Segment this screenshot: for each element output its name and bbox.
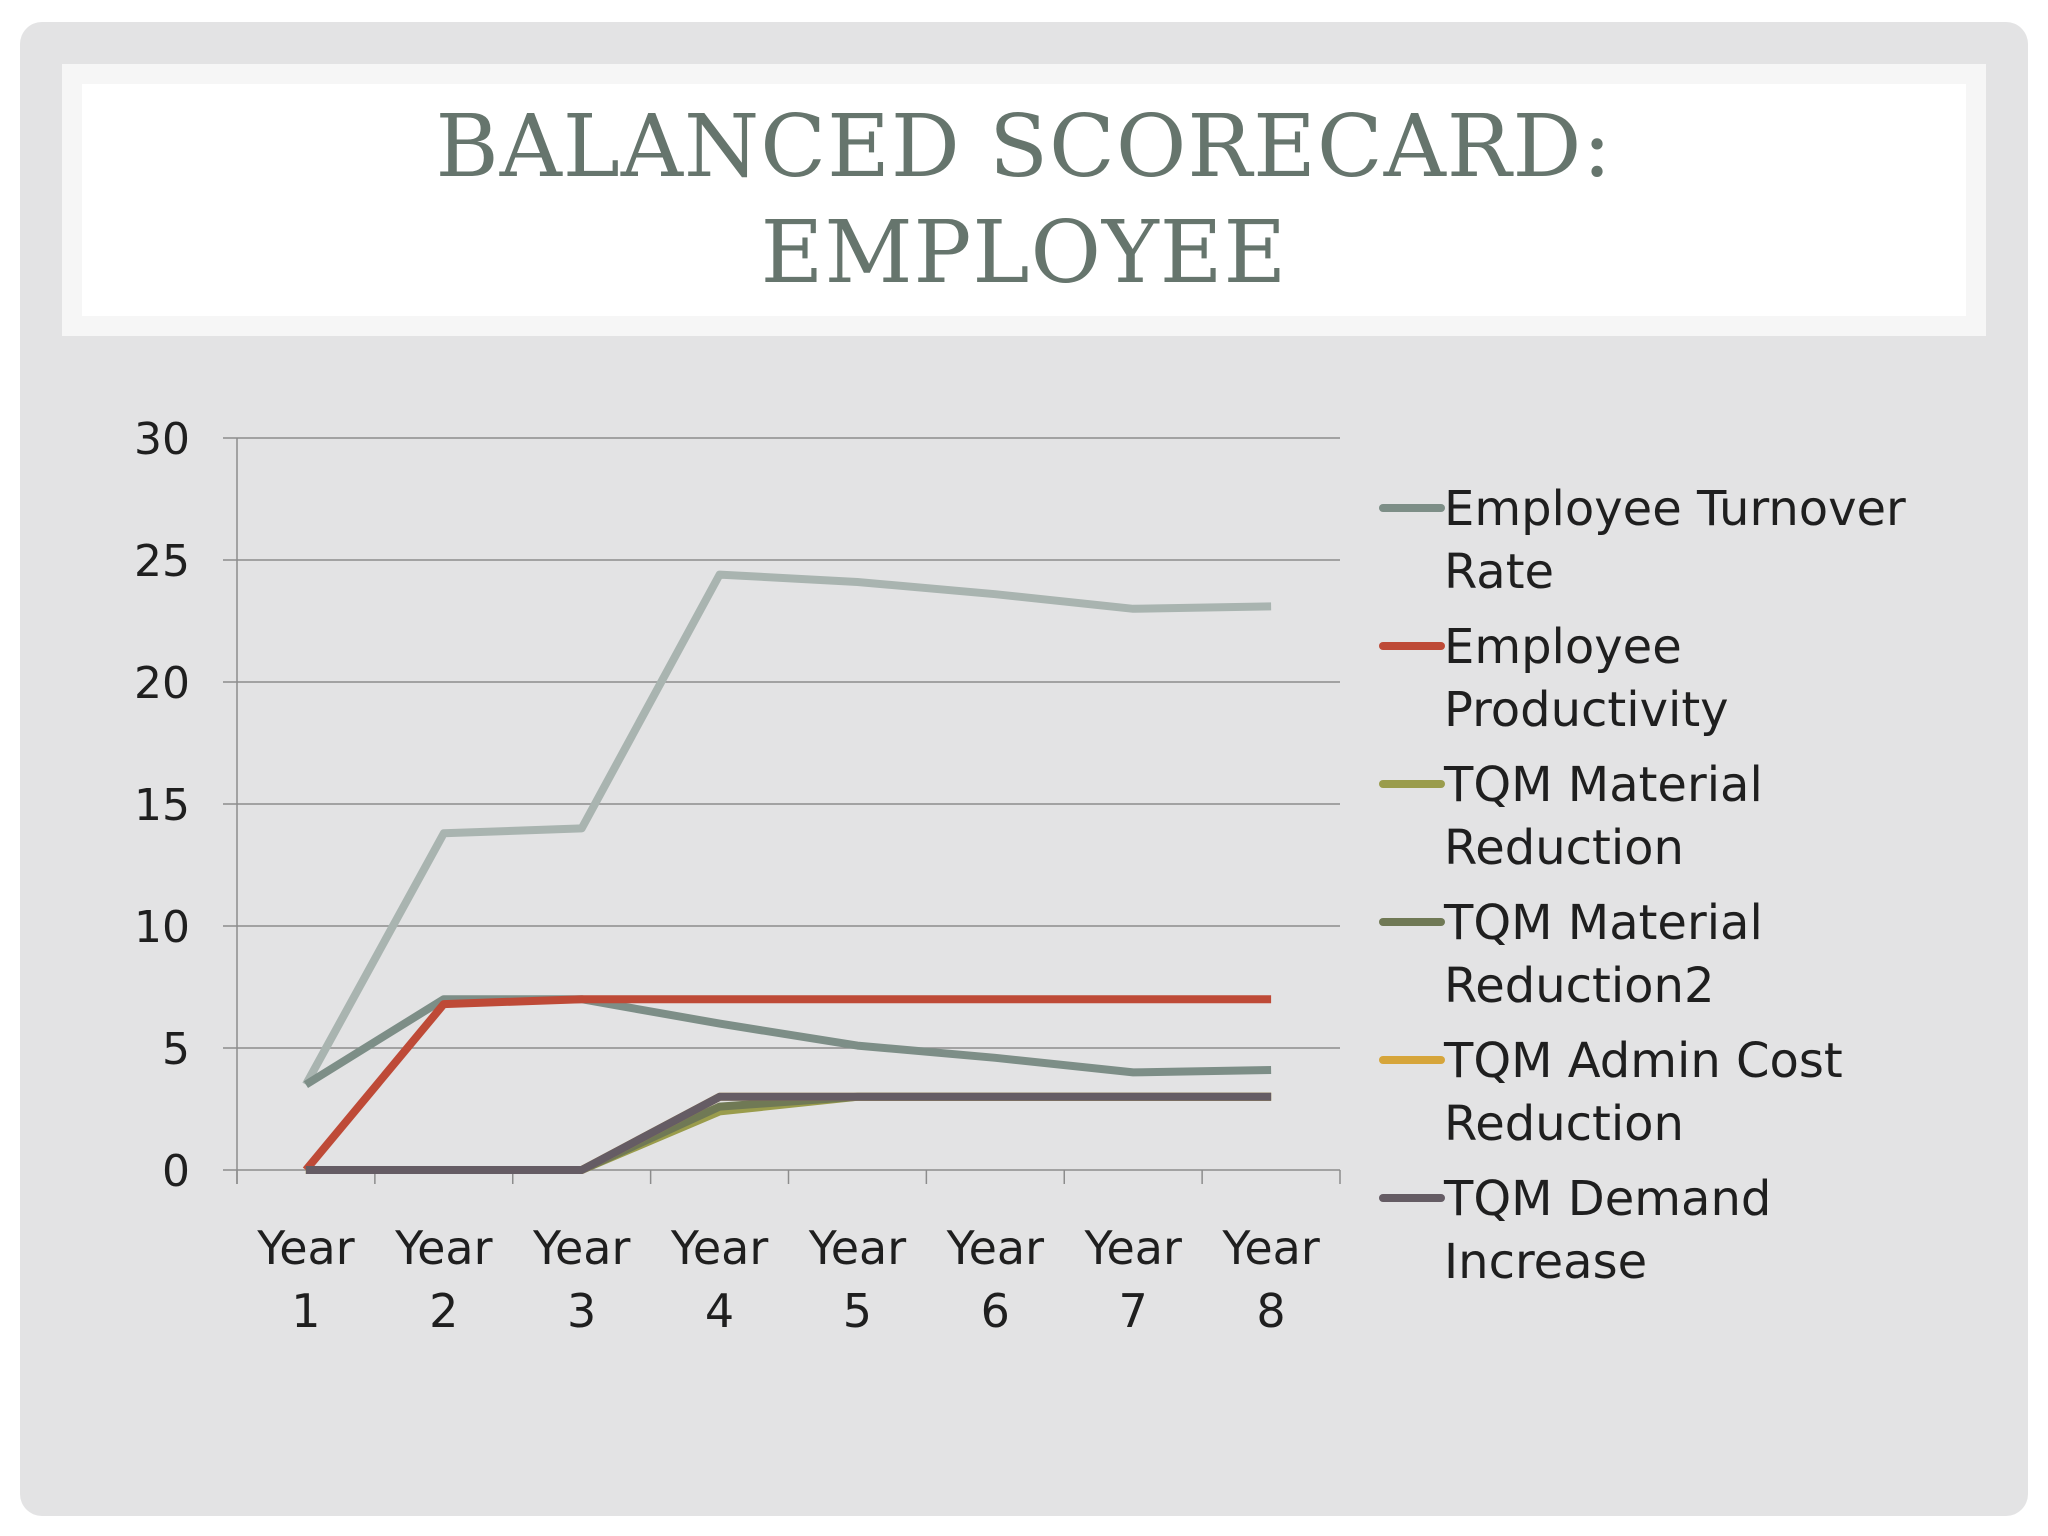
y-tick-label-4: 20 [134, 658, 190, 709]
x-tick-label-5-line-1: Year [808, 1221, 906, 1275]
x-tick-label-4-line-1: Year [670, 1221, 768, 1275]
y-tick-label-2: 10 [134, 902, 190, 953]
legend-label-0-line-1: Employee Turnover [1444, 481, 1906, 537]
x-tick-label-6-line-1: Year [946, 1221, 1044, 1275]
slide-background: BALANCED SCORECARD: EMPLOYEE [20, 22, 2028, 1516]
title-box: BALANCED SCORECARD: EMPLOYEE [82, 84, 1966, 316]
x-tick-label-3-line-2: 3 [567, 1284, 596, 1338]
legend-label-3-line-2: Reduction2 [1444, 958, 1715, 1014]
series-2-line [305, 1092, 1272, 1174]
x-tick-label-8-line-2: 8 [1256, 1284, 1285, 1338]
x-tick-label-7-line-2: 7 [1119, 1284, 1148, 1338]
legend-label-2-line-1: TQM Material [1443, 757, 1763, 813]
x-tick-label-6-line-2: 6 [981, 1284, 1010, 1338]
y-tick-label-3: 15 [134, 780, 190, 831]
x-tick-label-4-line-2: 4 [705, 1284, 734, 1338]
y-tick-label-1: 5 [162, 1024, 190, 1075]
legend-label-0-line-2: Rate [1444, 544, 1554, 600]
legend-label-4-line-2: Reduction [1444, 1096, 1684, 1152]
y-tick-label-5: 25 [134, 536, 190, 587]
x-tick-label-1-line-2: 1 [291, 1284, 320, 1338]
x-tick-label-5-line-2: 5 [843, 1284, 872, 1338]
x-tick-label-8-line-1: Year [1221, 1221, 1319, 1275]
y-tick-label-0: 0 [162, 1146, 190, 1197]
title-band: BALANCED SCORECARD: EMPLOYEE [62, 64, 1986, 336]
legend-label-5-line-2: Increase [1444, 1234, 1647, 1290]
legend-label-1-line-1: Employee [1444, 619, 1682, 675]
y-tick-label-6: 30 [134, 414, 190, 465]
x-tick-label-1-line-1: Year [256, 1221, 354, 1275]
slide-title-line-2: EMPLOYEE [760, 203, 1288, 303]
x-tick-label-3-line-1: Year [532, 1221, 630, 1275]
legend-label-2-line-2: Reduction [1444, 820, 1684, 876]
legend-label-1-line-2: Productivity [1444, 682, 1729, 738]
x-tick-label-7-line-1: Year [1083, 1221, 1181, 1275]
legend-label-5-line-1: TQM Demand [1443, 1171, 1771, 1227]
series-5-line [305, 1092, 1272, 1174]
legend-label-3-line-1: TQM Material [1443, 895, 1763, 951]
series-0-line [303, 995, 1272, 1089]
unlabeled-series-0-line [302, 570, 1272, 1087]
slide-title-line-1: BALANCED SCORECARD: [435, 97, 1613, 197]
x-tick-label-2-line-2: 2 [429, 1284, 458, 1338]
series-1-line [302, 995, 1272, 1173]
legend-label-4-line-1: TQM Admin Cost [1443, 1033, 1843, 1089]
x-tick-label-2-line-1: Year [394, 1221, 492, 1275]
